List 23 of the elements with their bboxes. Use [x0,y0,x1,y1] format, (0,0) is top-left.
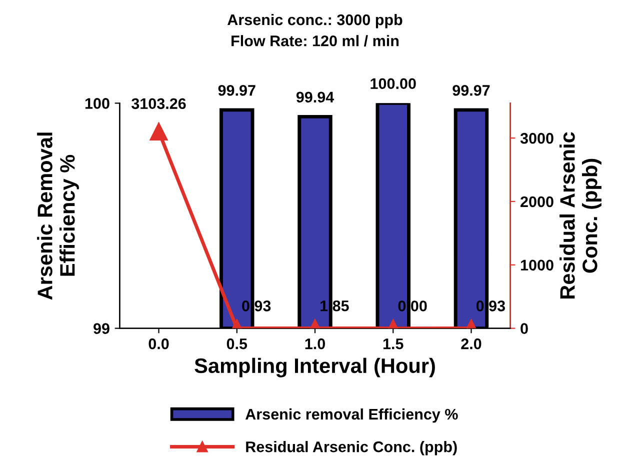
y2-tick-label: 3000 [520,132,554,144]
x-tick-label: 0.0 [148,338,169,350]
chart-subtitle: Flow Rate: 120 ml / min [232,35,399,46]
data-label: 99.97 [218,84,256,96]
y2-tick-label: 0 [520,323,528,334]
x-tick-label: 1.0 [305,338,325,350]
x-tick-label: 2.0 [461,338,482,350]
data-label: 100.00 [370,78,416,90]
x-tick-label: 1.5 [383,338,404,350]
legend-label: Residual Arsenic Conc. (ppb) [246,441,457,456]
y-axis-title: Arsenic Removal Efficiency % [37,132,79,300]
legend-label: Arsenic removal Efficiency % [245,408,458,423]
data-label: 99.94 [296,92,334,103]
y-tick-label: 100 [85,98,110,109]
y2-tick-label: 1000 [520,260,554,271]
x-axis-title: Sampling Interval (Hour) [194,358,435,378]
y-tick-label: 99 [94,323,110,334]
data-label: 99.97 [452,84,490,96]
y2-axis-title: Residual Arsenic Conc. (ppb) [560,132,602,298]
y2-tick-label: 2000 [520,196,554,208]
chart-title: Arsenic conc.: 3000 ppb [228,14,402,28]
x-tick-label: 0.5 [226,338,248,350]
data-label: 3103.26 [132,98,186,110]
